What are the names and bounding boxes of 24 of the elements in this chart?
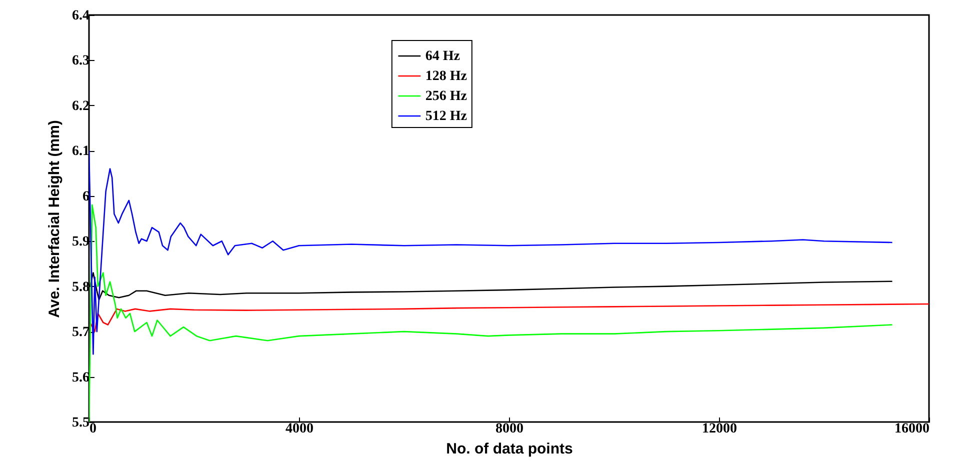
y-tick-label: 6.3 <box>72 54 90 69</box>
line-series <box>89 303 929 332</box>
legend-label: 256 Hz <box>425 89 468 104</box>
x-tick-label: 16000 <box>894 422 930 436</box>
x-axis-title: No. of data points <box>446 440 573 458</box>
line-series <box>89 150 893 355</box>
y-tick-label: 5.5 <box>72 416 90 430</box>
y-tick-label: 6.4 <box>72 8 90 24</box>
y-tick-label: 6.1 <box>72 144 90 160</box>
y-tick-label: 5.8 <box>72 280 90 295</box>
x-tick-label: 8000 <box>496 422 524 436</box>
y-tick-label: 5.9 <box>72 234 90 250</box>
y-tick-label: 6.2 <box>72 98 90 114</box>
y-tick-label: 5.7 <box>72 325 90 340</box>
x-tick-label: 4000 <box>286 422 314 436</box>
y-tick-label: 5.6 <box>72 370 90 386</box>
legend-label: 512 Hz <box>425 109 468 124</box>
y-tick-label: 6 <box>82 189 90 204</box>
y-axis-title: Ave. Interfacial Height (mm) <box>46 120 63 318</box>
x-tick-label: 0 <box>90 422 96 436</box>
legend-label: 128 Hz <box>425 69 468 84</box>
x-tick-label: 12000 <box>702 422 737 436</box>
line-series <box>89 204 893 422</box>
legend-label: 64 Hz <box>425 49 460 64</box>
